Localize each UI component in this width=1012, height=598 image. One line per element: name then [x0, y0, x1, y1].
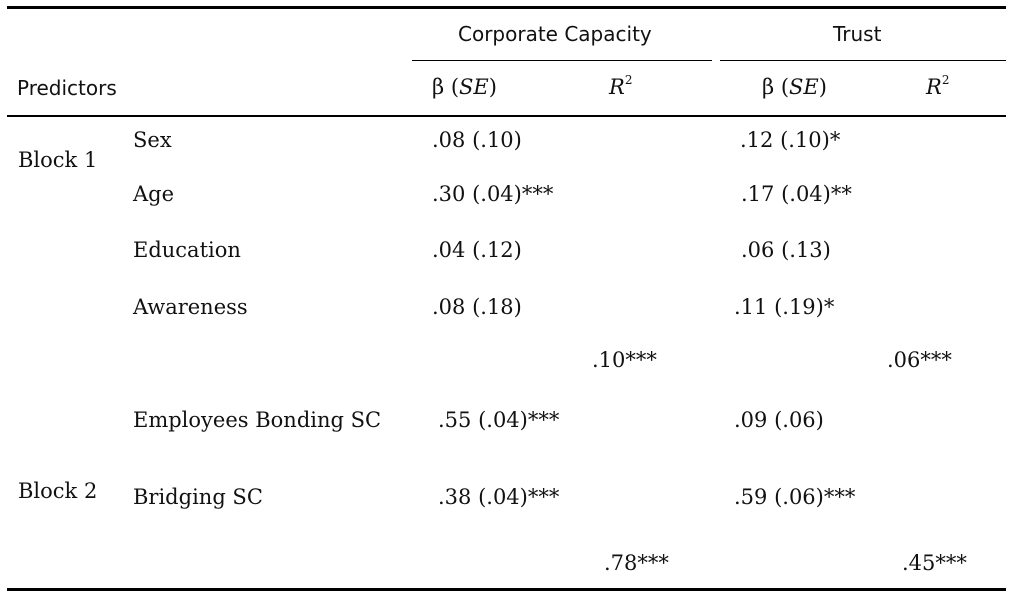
- block-label: Block 2: [18, 479, 98, 503]
- trust-beta-cell: .59 (.06)***: [734, 485, 856, 509]
- cc-beta-cell: .04 (.12): [432, 238, 522, 262]
- bottom-rule: [7, 588, 1006, 591]
- cc-beta-cell: .55 (.04)***: [438, 408, 560, 432]
- cc-r2-cell: .10***: [592, 348, 657, 372]
- col-header-trust-beta-se: β (SE): [762, 75, 827, 99]
- predictor-label: Age: [133, 182, 175, 206]
- cc-r2-cell: .78***: [604, 551, 669, 575]
- group-header-corporate-capacity: Corporate Capacity: [458, 22, 652, 46]
- col-header-cc-r2: R2: [609, 73, 633, 99]
- trust-r2-cell: .06***: [887, 348, 952, 372]
- col-header-cc-beta-se: β (SE): [432, 75, 497, 99]
- predictor-label: Employees Bonding SC: [133, 408, 382, 432]
- block-label: Block 1: [18, 148, 98, 172]
- trust-r2-cell: .45***: [902, 551, 967, 575]
- predictor-label: Sex: [133, 128, 172, 152]
- col-header-trust-r2: R2: [926, 73, 950, 99]
- trust-beta-cell: .11 (.19)*: [734, 295, 835, 319]
- cc-beta-cell: .08 (.10): [432, 128, 522, 152]
- top-rule: [7, 6, 1006, 9]
- trust-beta-cell: .09 (.06): [734, 408, 824, 432]
- predictor-label: Bridging SC: [133, 485, 263, 509]
- cc-beta-cell: .30 (.04)***: [432, 182, 554, 206]
- trust-beta-cell: .06 (.13): [741, 238, 831, 262]
- header-rule: [7, 115, 1006, 117]
- col-header-predictors: Predictors: [17, 76, 117, 100]
- predictor-label: Awareness: [133, 295, 248, 319]
- trust-beta-cell: .17 (.04)**: [741, 182, 852, 206]
- cc-beta-cell: .38 (.04)***: [438, 485, 560, 509]
- trust-beta-cell: .12 (.10)*: [740, 128, 841, 152]
- group-underline-trust: [720, 60, 1006, 61]
- group-underline-corporate: [412, 60, 712, 61]
- group-header-trust: Trust: [833, 22, 882, 46]
- cc-beta-cell: .08 (.18): [432, 295, 522, 319]
- predictor-label: Education: [133, 238, 241, 262]
